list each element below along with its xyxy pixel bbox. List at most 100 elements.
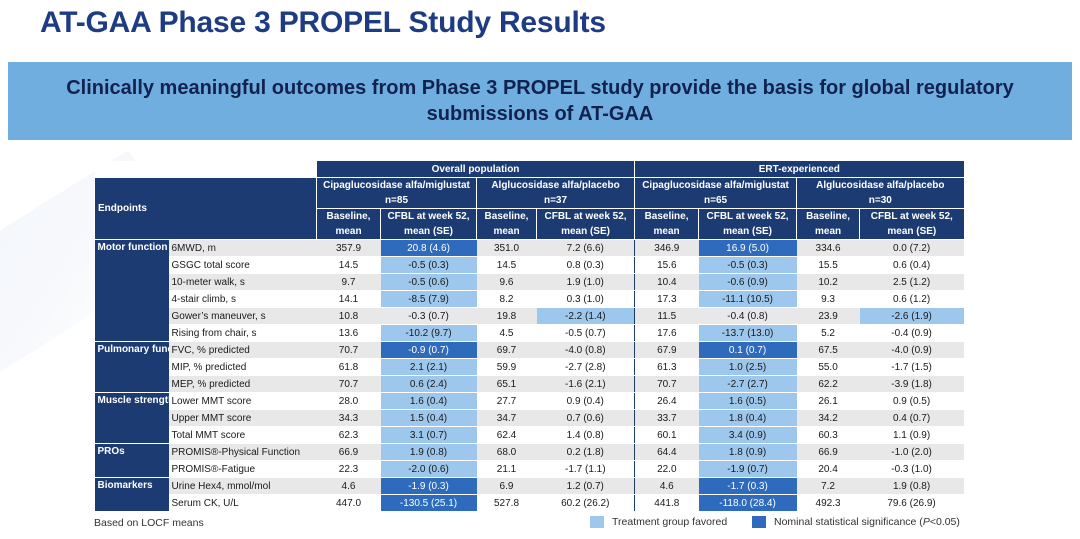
endpoint-label: PROMIS®-Physical Function xyxy=(168,443,317,461)
baseline-cell: 346.9 xyxy=(634,239,699,257)
cfbl-cell: 3.4 (0.9) xyxy=(698,426,797,444)
baseline-cell: 527.8 xyxy=(476,494,537,512)
cfbl-cell: -118.0 (28.4) xyxy=(698,494,797,512)
cfbl-cell: 0.6 (1.2) xyxy=(859,290,964,308)
baseline-cell: 64.4 xyxy=(634,443,699,461)
table-row: GSGC total score 14.5 -0.5 (0.3) 14.5 0.8 (0… xyxy=(95,256,964,274)
table-row: Gower’s maneuver, s 10.8 -0.3 (0.7) 19.8 -2.… xyxy=(95,307,964,325)
baseline-cell: 10.4 xyxy=(634,273,699,291)
cfbl-cell: -2.2 (1.4) xyxy=(536,307,636,325)
baseline-cell: 8.2 xyxy=(476,290,537,308)
baseline-cell: 26.4 xyxy=(634,392,699,410)
endpoint-label: 6MWD, m xyxy=(168,239,317,257)
table-row: Total MMT score 62.3 3.1 (0.7) 62.4 1.4 (0.8… xyxy=(95,426,964,444)
endpoint-label: MEP, % predicted xyxy=(168,375,317,393)
cfbl-cell: -130.5 (25.1) xyxy=(380,494,477,512)
baseline-cell: 34.7 xyxy=(476,409,537,427)
baseline-cell: 9.3 xyxy=(796,290,860,308)
legend-statistical-significance: Nominal statistical significance (P<0.05… xyxy=(752,516,960,528)
cfbl-cell: -10.2 (9.7) xyxy=(380,324,477,342)
cfbl-cell: -1.7 (1.1) xyxy=(536,460,636,478)
cfbl-cell: -0.5 (0.7) xyxy=(536,324,636,342)
table-row: Serum CK, U/L 447.0 -130.5 (25.1) 527.8 60.2… xyxy=(95,494,964,512)
cfbl-cell: -0.6 (0.9) xyxy=(698,273,797,291)
cfbl-cell: 0.0 (7.2) xyxy=(859,239,964,257)
baseline-cell: 67.9 xyxy=(634,341,699,359)
baseline-cell: 13.6 xyxy=(316,324,381,342)
cfbl-cell: 2.1 (2.1) xyxy=(380,358,477,376)
table-row: Biomarkers Urine Hex4, mmol/mol 4.6 -1.9 (0… xyxy=(94,477,964,512)
baseline-cell: 70.7 xyxy=(316,341,381,359)
column-header-cfbl: CFBL at week 52, mean (SE) xyxy=(698,208,797,240)
endpoint-label: Lower MMT score xyxy=(168,392,317,410)
arm-header: Alglucosidase alfa/placebo n=30 xyxy=(796,177,964,209)
cfbl-cell: 20.8 (4.6) xyxy=(380,239,477,257)
cfbl-cell: -2.6 (1.9) xyxy=(859,307,964,325)
cfbl-cell: -1.9 (0.7) xyxy=(698,460,797,478)
cfbl-cell: -1.7 (1.5) xyxy=(859,358,964,376)
cfbl-cell: 1.8 (0.9) xyxy=(698,443,797,461)
baseline-cell: 10.2 xyxy=(796,273,860,291)
cfbl-cell: 7.2 (6.6) xyxy=(536,239,636,257)
endpoint-label: 10-meter walk, s xyxy=(168,273,317,291)
baseline-cell: 7.2 xyxy=(796,477,860,495)
baseline-cell: 11.5 xyxy=(634,307,699,325)
baseline-cell: 17.3 xyxy=(634,290,699,308)
cfbl-cell: 0.2 (1.8) xyxy=(536,443,636,461)
cfbl-cell: -8.5 (7.9) xyxy=(380,290,477,308)
baseline-cell: 68.0 xyxy=(476,443,537,461)
baseline-cell: 27.7 xyxy=(476,392,537,410)
baseline-cell: 62.3 xyxy=(316,426,381,444)
cfbl-cell: 0.3 (1.0) xyxy=(536,290,636,308)
cfbl-cell: 1.9 (1.0) xyxy=(536,273,636,291)
baseline-cell: 21.1 xyxy=(476,460,537,478)
baseline-cell: 34.2 xyxy=(796,409,860,427)
table-row: Rising from chair, s 13.6 -10.2 (9.7) 4.5 -0… xyxy=(95,324,964,342)
baseline-cell: 15.6 xyxy=(634,256,699,274)
cfbl-cell: -11.1 (10.5) xyxy=(698,290,797,308)
table-row: Muscle strength Lower MMT score 28.0 1.6 (0… xyxy=(94,392,964,444)
baseline-cell: 441.8 xyxy=(634,494,699,512)
baseline-cell: 34.3 xyxy=(316,409,381,427)
baseline-cell: 66.9 xyxy=(316,443,381,461)
cfbl-cell: 0.6 (2.4) xyxy=(380,375,477,393)
baseline-cell: 66.9 xyxy=(796,443,860,461)
endpoint-label: FVC, % predicted xyxy=(168,341,317,359)
category-label: Pulmonary function xyxy=(94,341,169,393)
baseline-cell: 10.8 xyxy=(316,307,381,325)
baseline-cell: 14.1 xyxy=(316,290,381,308)
table-row: MEP, % predicted 70.7 0.6 (2.4) 65.1 -1.6 (2… xyxy=(95,375,964,393)
endpoint-label: GSGC total score xyxy=(168,256,317,274)
baseline-cell: 15.5 xyxy=(796,256,860,274)
endpoint-label: Upper MMT score xyxy=(168,409,317,427)
cfbl-cell: -1.6 (2.1) xyxy=(536,375,636,393)
legend-swatch-significance xyxy=(752,516,766,528)
baseline-cell: 67.5 xyxy=(796,341,860,359)
cfbl-cell: 0.9 (0.4) xyxy=(536,392,636,410)
baseline-cell: 5.2 xyxy=(796,324,860,342)
table-row: Pulmonary functionFVC, % predicted70.7-0… xyxy=(94,341,964,393)
legend-label-favored: Treatment group favored xyxy=(612,516,728,528)
baseline-cell: 33.7 xyxy=(634,409,699,427)
baseline-cell: 357.9 xyxy=(316,239,381,257)
baseline-cell: 20.4 xyxy=(796,460,860,478)
baseline-cell: 14.5 xyxy=(316,256,381,274)
cfbl-cell: 1.1 (0.9) xyxy=(859,426,964,444)
category-label: PROs xyxy=(94,443,169,478)
cfbl-cell: 0.6 (0.4) xyxy=(859,256,964,274)
cfbl-cell: 3.1 (0.7) xyxy=(380,426,477,444)
baseline-cell: 4.6 xyxy=(316,477,381,495)
column-header-cfbl: CFBL at week 52, mean (SE) xyxy=(535,208,635,240)
baseline-cell: 351.0 xyxy=(476,239,537,257)
cfbl-cell: -0.4 (0.8) xyxy=(698,307,797,325)
endpoints-header: Endpoints xyxy=(94,177,317,240)
cfbl-cell: -0.4 (0.9) xyxy=(859,324,964,342)
table-row: Upper MMT score 34.3 1.5 (0.4) 34.7 0.7 (0.6… xyxy=(95,409,964,427)
cfbl-cell: -3.9 (1.8) xyxy=(859,375,964,393)
baseline-cell: 23.9 xyxy=(796,307,860,325)
cfbl-cell: 1.2 (0.7) xyxy=(536,477,636,495)
cfbl-cell: 1.5 (0.4) xyxy=(380,409,477,427)
column-header-baseline: Baseline, mean xyxy=(316,208,381,240)
baseline-cell: 61.8 xyxy=(316,358,381,376)
column-header-baseline: Baseline, mean xyxy=(634,208,699,240)
